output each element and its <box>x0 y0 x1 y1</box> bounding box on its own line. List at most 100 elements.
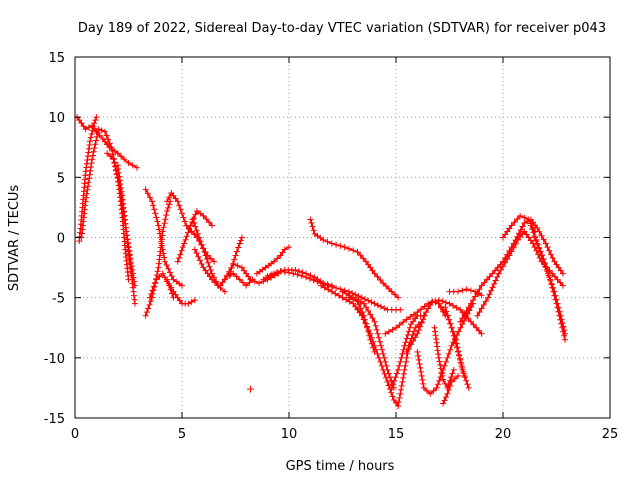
data-point <box>427 390 434 397</box>
data-point <box>354 298 361 305</box>
data-point <box>439 298 446 305</box>
data-point <box>191 297 198 304</box>
data-point <box>557 267 564 274</box>
data-point <box>339 294 346 301</box>
data-point <box>458 360 465 367</box>
data-point <box>164 198 171 205</box>
data-point <box>384 366 391 373</box>
data-point <box>343 290 350 297</box>
data-point <box>399 350 406 357</box>
data-point <box>105 136 112 143</box>
data-point <box>385 370 392 377</box>
data-point <box>359 309 366 316</box>
data-point <box>357 305 364 312</box>
data-point <box>562 330 569 337</box>
data-point <box>165 204 172 211</box>
data-point <box>174 198 181 205</box>
data-point <box>440 400 447 407</box>
data-point <box>377 277 384 284</box>
data-point <box>373 326 380 333</box>
data-point <box>500 234 506 241</box>
data-point <box>92 117 99 124</box>
data-point <box>260 276 267 283</box>
data-point <box>234 262 241 269</box>
data-point <box>279 249 286 256</box>
data-point <box>159 270 166 277</box>
data-point <box>442 358 449 365</box>
data-point <box>448 342 455 349</box>
data-point <box>548 281 555 288</box>
data-point <box>153 214 160 221</box>
data-point <box>83 164 90 171</box>
data-point <box>365 307 372 314</box>
data-point <box>451 336 458 343</box>
data-point <box>179 282 185 289</box>
data-point <box>85 145 92 152</box>
series-arc-16 <box>226 234 245 280</box>
data-point <box>176 297 183 304</box>
data-point <box>491 280 498 287</box>
data-point <box>121 156 128 163</box>
x-tick-label: 5 <box>178 427 186 442</box>
data-point <box>158 238 165 245</box>
data-point <box>188 298 195 305</box>
data-point <box>441 362 448 369</box>
data-point <box>203 216 210 223</box>
data-point <box>345 294 352 301</box>
data-point <box>150 283 157 290</box>
data-point <box>339 288 346 295</box>
data-point <box>178 247 185 254</box>
data-point <box>221 288 228 295</box>
data-point <box>446 316 453 323</box>
data-point <box>472 293 479 300</box>
data-point <box>361 316 368 323</box>
data-point <box>354 248 361 255</box>
data-point <box>535 245 542 252</box>
data-point <box>310 277 317 284</box>
data-point <box>508 248 515 255</box>
data-point <box>84 157 91 164</box>
data-point <box>231 256 238 263</box>
data-point <box>544 270 551 277</box>
series-arc-5 <box>114 162 138 307</box>
data-point <box>519 223 526 230</box>
data-point <box>389 393 396 400</box>
data-point <box>228 264 235 271</box>
data-point <box>308 220 315 227</box>
data-point <box>309 223 316 230</box>
data-point <box>83 190 90 197</box>
data-point <box>453 304 460 311</box>
data-point <box>163 262 170 269</box>
data-point <box>523 231 530 238</box>
data-point <box>333 285 340 292</box>
data-point <box>181 218 188 225</box>
data-point <box>146 194 153 201</box>
data-point <box>89 156 96 163</box>
y-tick-label: 5 <box>57 171 65 186</box>
data-point <box>410 311 417 318</box>
data-point <box>506 225 513 232</box>
data-point <box>83 194 90 201</box>
data-point <box>445 350 452 357</box>
data-point <box>540 236 547 243</box>
data-point <box>521 214 528 221</box>
data-point <box>378 342 385 349</box>
data-point <box>400 370 407 377</box>
data-point <box>473 324 480 331</box>
data-point <box>433 384 440 391</box>
y-tick-label: -5 <box>52 292 65 307</box>
data-point <box>447 346 454 353</box>
series-arc-17 <box>253 244 292 277</box>
data-point <box>461 311 468 318</box>
data-point <box>475 327 482 334</box>
data-point <box>146 294 153 301</box>
data-point <box>534 241 541 248</box>
data-point <box>432 332 439 339</box>
data-point <box>405 328 412 335</box>
data-point <box>543 266 550 273</box>
data-point <box>143 309 150 316</box>
series-arc-1 <box>74 114 141 171</box>
data-point <box>381 354 388 361</box>
data-point <box>455 288 462 295</box>
